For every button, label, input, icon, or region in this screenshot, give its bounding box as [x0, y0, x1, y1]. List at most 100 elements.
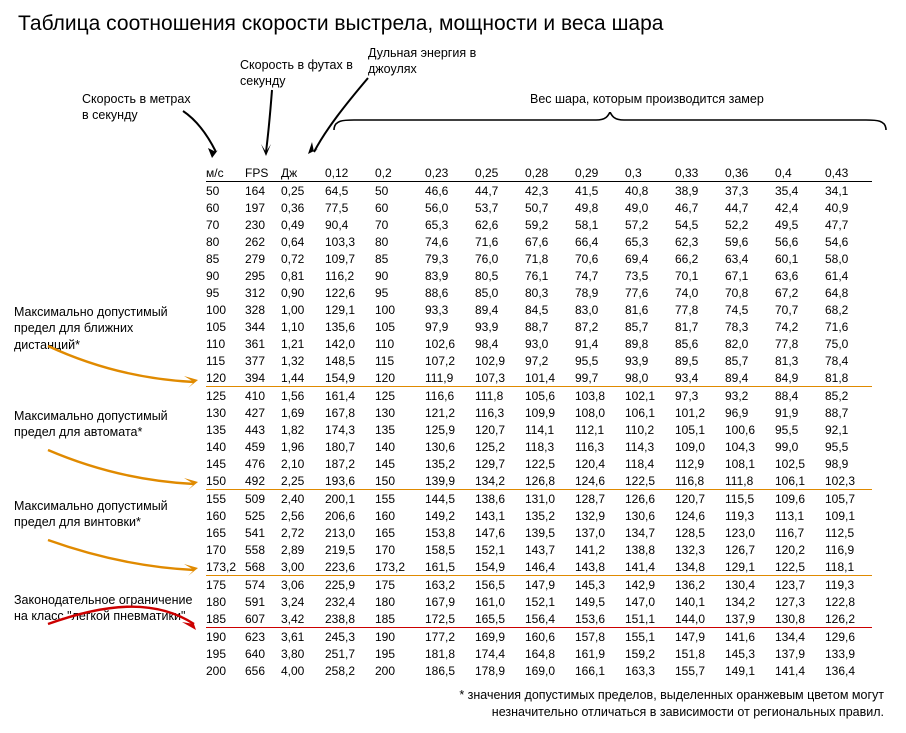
cell: 109,1: [822, 507, 872, 524]
cell: 1,00: [278, 301, 322, 318]
cell: 121,2: [422, 404, 472, 421]
cell: 394: [242, 369, 278, 387]
cell: 178,9: [472, 662, 522, 679]
cell: 120: [372, 369, 422, 387]
cell: 195: [372, 645, 422, 662]
cell: 128,5: [672, 524, 722, 541]
cell: 93,0: [522, 335, 572, 352]
cell: 91,4: [572, 335, 622, 352]
table-row: 1203941,44154,9120111,9107,3101,499,798,…: [206, 369, 872, 387]
cell: 114,1: [522, 421, 572, 438]
cell: 50: [206, 182, 242, 200]
table-row: 1906233,61245,3190177,2169,9160,6157,815…: [206, 628, 872, 646]
cell: 147,9: [672, 628, 722, 646]
cell: 109,0: [672, 438, 722, 455]
cell: 102,9: [472, 352, 522, 369]
cell: 111,8: [472, 387, 522, 405]
cell: 251,7: [322, 645, 372, 662]
cell: 2,25: [278, 472, 322, 490]
cell: 62,3: [672, 233, 722, 250]
cell: 377: [242, 352, 278, 369]
cell: 427: [242, 404, 278, 421]
cell: 66,2: [672, 250, 722, 267]
cell: 71,8: [522, 250, 572, 267]
cell: 568: [242, 558, 278, 576]
cell: 142,9: [622, 576, 672, 594]
cell: 106,1: [622, 404, 672, 421]
col-header: 0,29: [572, 164, 622, 182]
cell: 129,6: [822, 628, 872, 646]
cell: 160: [372, 507, 422, 524]
data-table: м/сFPSДж0,120,20,230,250,280,290,30,330,…: [206, 164, 872, 679]
cell: 1,32: [278, 352, 322, 369]
cell: 344: [242, 318, 278, 335]
cell: 155: [372, 490, 422, 508]
cell: 170: [372, 541, 422, 558]
cell: 78,9: [572, 284, 622, 301]
cell: 180,7: [322, 438, 372, 455]
cell: 143,7: [522, 541, 572, 558]
cell: 143,8: [572, 558, 622, 576]
cell: 410: [242, 387, 278, 405]
cell: 114,3: [622, 438, 672, 455]
table-row: 1003281,00129,110093,389,484,583,081,677…: [206, 301, 872, 318]
cell: 89,4: [472, 301, 522, 318]
cell: 2,10: [278, 455, 322, 472]
cell: 197: [242, 199, 278, 216]
cell: 141,2: [572, 541, 622, 558]
cell: 84,9: [772, 369, 822, 387]
cell: 2,89: [278, 541, 322, 558]
cell: 328: [242, 301, 278, 318]
cell: 140: [206, 438, 242, 455]
cell: 3,80: [278, 645, 322, 662]
cell: 130,8: [772, 610, 822, 628]
cell: 116,3: [472, 404, 522, 421]
cell: 119,3: [822, 576, 872, 594]
cell: 139,5: [522, 524, 572, 541]
cell: 116,2: [322, 267, 372, 284]
cell: 160,6: [522, 628, 572, 646]
cell: 163,3: [622, 662, 672, 679]
cell: 95: [206, 284, 242, 301]
cell: 102,3: [822, 472, 872, 490]
cell: 361: [242, 335, 278, 352]
cell: 161,0: [472, 593, 522, 610]
cell: 103,3: [322, 233, 372, 250]
table-row: 1705582,89219,5170158,5152,1143,7141,213…: [206, 541, 872, 558]
cell: 232,4: [322, 593, 372, 610]
cell: 122,8: [822, 593, 872, 610]
cell: 133,9: [822, 645, 872, 662]
cell: 145,3: [722, 645, 772, 662]
table-row: 501640,2564,55046,644,742,341,540,838,93…: [206, 182, 872, 200]
cell: 126,7: [722, 541, 772, 558]
cell: 219,5: [322, 541, 372, 558]
cell: 129,7: [472, 455, 522, 472]
cell: 132,3: [672, 541, 722, 558]
cell: 74,0: [672, 284, 722, 301]
cell: 161,4: [322, 387, 372, 405]
cell: 125,9: [422, 421, 472, 438]
cell: 0,36: [278, 199, 322, 216]
cell: 130,4: [722, 576, 772, 594]
cell: 130: [372, 404, 422, 421]
cell: 180: [372, 593, 422, 610]
cell: 1,21: [278, 335, 322, 352]
table-row: 1404591,96180,7140130,6125,2118,3116,311…: [206, 438, 872, 455]
cell: 98,0: [622, 369, 672, 387]
cell: 71,6: [472, 233, 522, 250]
cell: 56,0: [422, 199, 472, 216]
cell: 97,3: [672, 387, 722, 405]
table-row: 1454762,10187,2145135,2129,7122,5120,411…: [206, 455, 872, 472]
side-arrow-3-icon: [44, 594, 204, 634]
cell: 154,9: [322, 369, 372, 387]
table-row: 1504922,25193,6150139,9134,2126,8124,612…: [206, 472, 872, 490]
side-arrow-1-icon: [44, 446, 204, 492]
col-header: 0,2: [372, 164, 422, 182]
cell: 73,5: [622, 267, 672, 284]
cell: 60: [372, 199, 422, 216]
arrow-fps-icon: [260, 86, 300, 161]
table-row: 702300,4990,47065,362,659,258,157,254,55…: [206, 216, 872, 233]
cell: 161,9: [572, 645, 622, 662]
cell: 165,5: [472, 610, 522, 628]
cell: 125: [372, 387, 422, 405]
